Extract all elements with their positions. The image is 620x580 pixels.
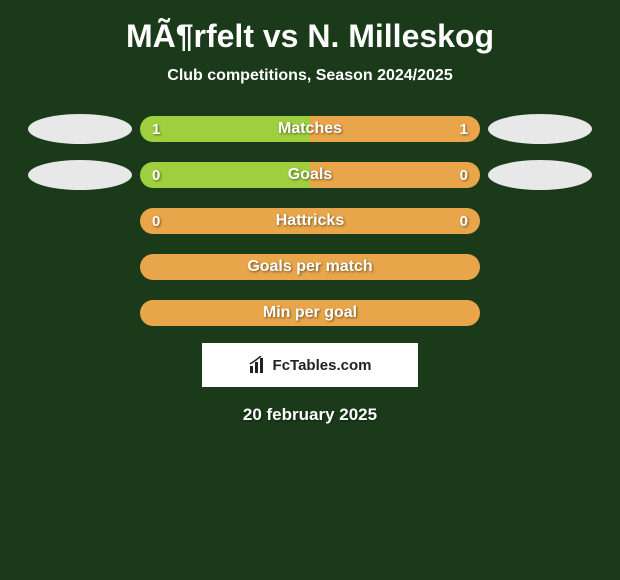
- oval-slot-right: [480, 114, 600, 144]
- stat-label: Goals: [288, 166, 332, 184]
- chart-icon: [249, 356, 269, 374]
- player-marker-left: [28, 114, 132, 144]
- oval-slot-left: [20, 160, 140, 190]
- stat-bar: Goals per match: [140, 254, 480, 280]
- stat-label: Min per goal: [263, 304, 357, 322]
- stat-label: Goals per match: [247, 258, 372, 276]
- subtitle: Club competitions, Season 2024/2025: [0, 67, 620, 85]
- stat-label: Hattricks: [276, 212, 344, 230]
- logo-text: FcTables.com: [273, 357, 372, 374]
- logo-badge: FcTables.com: [202, 343, 418, 387]
- stat-value-right: 1: [460, 121, 468, 138]
- stat-bar: 0 0 Hattricks: [140, 208, 480, 234]
- stat-value-left: 0: [152, 213, 160, 230]
- stat-value-right: 0: [460, 167, 468, 184]
- player-marker-right: [488, 160, 592, 190]
- bar-right-fill: [310, 162, 480, 188]
- date-text: 20 february 2025: [0, 405, 620, 425]
- stat-row: 1 1 Matches: [0, 113, 620, 145]
- page-title: MÃ¶rfelt vs N. Milleskog: [0, 18, 620, 55]
- stat-value-right: 0: [460, 213, 468, 230]
- player-marker-left: [28, 160, 132, 190]
- stat-label: Matches: [278, 120, 342, 138]
- stat-value-left: 0: [152, 167, 160, 184]
- stat-row: Min per goal: [0, 297, 620, 329]
- stat-value-left: 1: [152, 121, 160, 138]
- bar-left-fill: [140, 162, 310, 188]
- player-marker-right: [488, 114, 592, 144]
- stats-container: 1 1 Matches 0 0 Goals 0 0 Hattricks Goals per mat…: [0, 113, 620, 329]
- stat-bar: 0 0 Goals: [140, 162, 480, 188]
- oval-slot-left: [20, 114, 140, 144]
- oval-slot-right: [480, 160, 600, 190]
- stat-row: 0 0 Hattricks: [0, 205, 620, 237]
- stat-bar: Min per goal: [140, 300, 480, 326]
- stat-row: 0 0 Goals: [0, 159, 620, 191]
- stat-bar: 1 1 Matches: [140, 116, 480, 142]
- stat-row: Goals per match: [0, 251, 620, 283]
